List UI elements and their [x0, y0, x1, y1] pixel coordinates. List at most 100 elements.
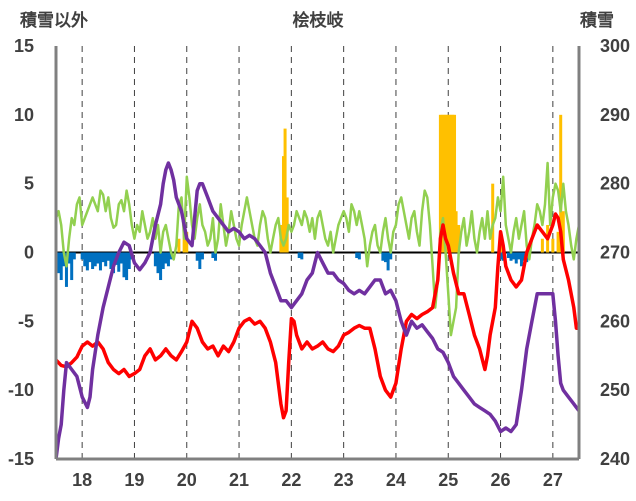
- negative-bar: [64, 252, 68, 287]
- precipitation-bar: [446, 114, 450, 253]
- negative-bar: [509, 252, 513, 261]
- precipitation-bar: [453, 114, 457, 253]
- negative-bar: [156, 252, 160, 274]
- negative-bar: [93, 252, 97, 267]
- temperature-line: [56, 212, 579, 420]
- x-tick-label: 20: [177, 470, 197, 490]
- negative-bar: [195, 252, 199, 261]
- negative-bar: [499, 252, 503, 260]
- precipitation-bar: [540, 238, 544, 253]
- y-left-tick-label: 0: [24, 243, 34, 263]
- precipitation-bar: [448, 114, 452, 253]
- y-left-tick-label: -15: [8, 449, 34, 469]
- negative-bar: [109, 252, 113, 270]
- negative-bar: [297, 252, 301, 259]
- negative-bar: [72, 252, 76, 260]
- y-right-tick-label: 290: [600, 105, 630, 125]
- negative-bar: [80, 252, 84, 260]
- precipitation-bar: [283, 128, 287, 253]
- negative-bar: [164, 252, 168, 264]
- negative-bar: [88, 252, 92, 263]
- negative-bar: [70, 252, 74, 281]
- y-right-tick-label: 240: [600, 449, 630, 469]
- negative-bar: [83, 252, 87, 267]
- negative-bar: [381, 252, 385, 261]
- x-tick-label: 22: [281, 470, 301, 490]
- precipitation-bar: [559, 114, 563, 253]
- precipitation-bar: [556, 231, 560, 253]
- negative-bar: [514, 252, 518, 264]
- negative-bar: [85, 252, 89, 271]
- y-left-tick-label: 10: [14, 105, 34, 125]
- negative-bar: [386, 252, 390, 271]
- snow-depth-line: [56, 161, 579, 459]
- negative-bar: [67, 252, 71, 264]
- negative-bar: [122, 252, 126, 278]
- x-tick-label: 27: [543, 470, 563, 490]
- bar-layer: [57, 114, 565, 287]
- negative-bar: [98, 252, 102, 271]
- precipitation-bar: [551, 238, 555, 253]
- chart-title: 桧枝岐: [293, 10, 345, 30]
- negative-bar: [517, 252, 521, 260]
- x-tick-label: 21: [229, 470, 249, 490]
- negative-bar: [211, 252, 215, 259]
- y-left-tick-label: 15: [14, 36, 34, 56]
- grid-layer: [56, 46, 579, 459]
- negative-bar: [57, 252, 61, 274]
- precipitation-bar: [440, 114, 444, 253]
- y-left-label: 積雪以外: [20, 10, 88, 30]
- negative-bar: [59, 252, 63, 281]
- precipitation-bar: [451, 114, 455, 253]
- y-right-label: 積雪: [580, 10, 614, 30]
- negative-bar: [62, 252, 66, 267]
- negative-bar: [506, 252, 510, 259]
- negative-bar: [91, 252, 95, 270]
- x-tick-label: 24: [386, 470, 406, 490]
- precipitation-bar: [449, 114, 453, 253]
- x-tick-label: 18: [72, 470, 92, 490]
- precipitation-bar: [457, 224, 461, 253]
- negative-bar: [519, 252, 523, 267]
- negative-bar: [127, 252, 131, 270]
- y-right-tick-label: 250: [600, 380, 630, 400]
- negative-bar: [512, 252, 516, 260]
- negative-bar: [169, 252, 173, 260]
- y-left-tick-label: 5: [24, 174, 34, 194]
- precipitation-bar: [561, 211, 565, 253]
- x-tick-label: 23: [334, 470, 354, 490]
- y-left-tick-label: -5: [18, 311, 34, 331]
- negative-bar: [200, 252, 204, 260]
- precipitation-bar: [438, 114, 442, 253]
- negative-bar: [166, 252, 170, 267]
- precipitation-bar: [454, 211, 458, 253]
- negative-bar: [159, 252, 163, 281]
- precipitation-bar: [177, 238, 181, 253]
- x-tick-label: 26: [491, 470, 511, 490]
- negative-bar: [357, 252, 361, 260]
- negative-bar: [355, 252, 359, 259]
- precipitation-bar: [491, 183, 495, 253]
- line-layer: [56, 161, 579, 459]
- negative-bar: [106, 252, 110, 261]
- negative-bar: [522, 252, 526, 261]
- axes-layer: [54, 46, 581, 461]
- y-right-tick-label: 300: [600, 36, 630, 56]
- precipitation-bar: [185, 231, 189, 253]
- negative-bar: [101, 252, 105, 263]
- negative-bar: [153, 252, 157, 267]
- negative-bar: [125, 252, 129, 281]
- negative-bar: [300, 252, 304, 260]
- y-left-tick-label: -10: [8, 380, 34, 400]
- negative-bar: [161, 252, 165, 270]
- y-right-tick-label: 280: [600, 174, 630, 194]
- x-tick-label: 19: [124, 470, 144, 490]
- precipitation-bar: [282, 156, 286, 253]
- precipitation-bar: [285, 197, 289, 253]
- negative-bar: [389, 252, 393, 260]
- precipitation-bar: [442, 114, 446, 253]
- sunshine-line: [56, 161, 579, 337]
- negative-bar: [383, 252, 387, 263]
- x-tick-label: 25: [438, 470, 458, 490]
